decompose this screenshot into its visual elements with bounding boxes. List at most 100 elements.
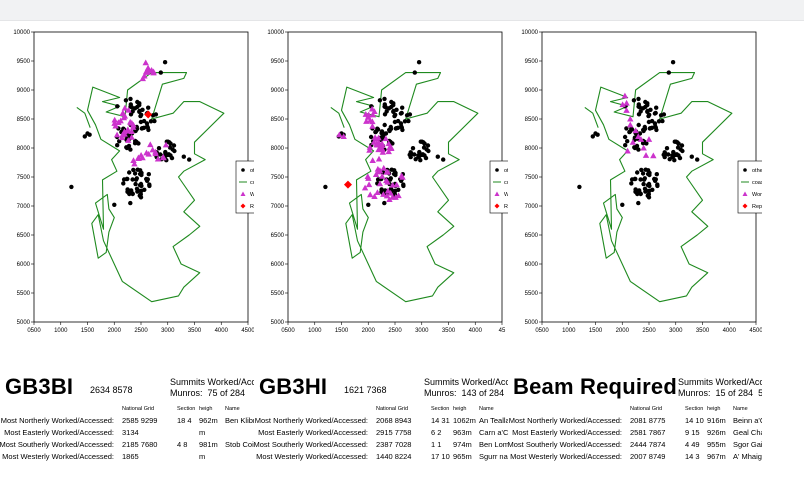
other-top-point — [655, 182, 660, 187]
other-top-point — [666, 70, 671, 75]
extreme-row: Most Southerly Worked/Accessed: 2444 787… — [508, 440, 762, 452]
legend-label: Repeater — [504, 204, 508, 210]
y-tick-label: 5000 — [17, 320, 31, 326]
other-top-point — [156, 146, 162, 151]
other-top-point — [128, 147, 133, 152]
summits-line: Summits Worked/Accessed: — [170, 377, 254, 388]
window-top-bar — [0, 0, 804, 21]
x-tick-label: 3500 — [188, 328, 202, 334]
extreme-row: Most Northerly Worked/Accessed: 2585 929… — [0, 416, 254, 428]
row-name: A' Mhaighdean — [733, 452, 762, 461]
row-section: 4 49 — [685, 440, 700, 449]
worked-top-point — [125, 106, 132, 113]
worked-top-point — [118, 134, 126, 141]
worked-top-point — [388, 145, 395, 151]
other-top-point — [87, 132, 92, 137]
row-height: 1062m — [453, 416, 476, 425]
row-height: 916m — [707, 416, 726, 425]
row-name: Sgurr na — [479, 452, 508, 461]
station-grid-ref: 1621 7368 — [344, 385, 387, 395]
other-top-point — [130, 191, 135, 196]
worked-top-point — [389, 194, 396, 200]
other-top-point — [386, 106, 392, 111]
x-tick-label: 4500 — [241, 328, 254, 334]
x-tick-label: 0500 — [281, 328, 295, 334]
other-top-point — [652, 121, 658, 126]
extreme-row: Most Southerly Worked/Accessed: 2387 702… — [254, 440, 508, 452]
worked-top-point — [367, 117, 374, 123]
other-top-point — [640, 106, 646, 111]
other-top-point — [652, 111, 658, 116]
other-top-point — [368, 134, 374, 140]
other-top-point — [145, 125, 150, 130]
worked-top-point — [386, 196, 393, 203]
station-name: Beam Required — [513, 374, 677, 399]
x-tick-label: 45 — [499, 328, 506, 334]
worked-top-point — [369, 111, 377, 118]
x-tick-label: 2000 — [108, 328, 122, 334]
worked-top-point — [366, 144, 374, 150]
other-top-point — [382, 102, 387, 107]
other-top-point — [409, 151, 414, 157]
row-name: Ben Klibreck — [225, 416, 254, 425]
other-top-point — [137, 171, 143, 177]
x-tick-label: 1500 — [81, 328, 95, 334]
other-top-point — [395, 118, 401, 124]
other-top-point — [112, 202, 117, 207]
worked-top-point — [366, 146, 373, 153]
row-section: 14 10 — [685, 416, 704, 425]
legend-label: coastline — [250, 180, 254, 186]
worked-top-point — [369, 157, 376, 164]
legend-label: coastline — [504, 180, 508, 186]
extreme-row: Most Easterly Worked/Accessed: 3134 m — [0, 428, 254, 440]
row-grid: 1865 — [122, 452, 139, 461]
y-tick-label: 10000 — [267, 30, 284, 36]
col-header-section: Section — [177, 406, 196, 412]
row-label: Most Easterly Worked/Accessed: — [258, 428, 368, 437]
other-top-point — [640, 171, 646, 176]
summary-block: Summits Worked/Acce Munros: 143 of 284 — [424, 377, 508, 399]
y-tick-label: 6500 — [525, 233, 539, 239]
other-top-point — [128, 102, 133, 107]
other-top-point — [134, 186, 140, 191]
row-grid: 2915 7758 — [376, 428, 412, 437]
worked-top-point — [623, 107, 630, 113]
worked-top-point — [389, 181, 396, 188]
worked-top-point — [364, 173, 371, 179]
worked-top-point — [371, 193, 378, 199]
other-top-point — [401, 182, 406, 187]
other-top-point — [623, 143, 628, 148]
row-label: Most Northerly Worked/Accessed: — [0, 416, 114, 425]
worked-top-point — [385, 148, 392, 155]
worked-top-point — [374, 189, 381, 195]
worked-top-point — [142, 68, 150, 75]
row-height: 974m — [453, 440, 472, 449]
worked-top-point — [365, 181, 373, 188]
other-top-point — [636, 200, 641, 206]
worked-top-point — [627, 115, 634, 122]
x-tick-label: 4000 — [215, 328, 229, 334]
worked-top-point — [637, 136, 645, 142]
other-top-point — [382, 200, 387, 206]
other-top-point — [638, 191, 643, 196]
station-grid-ref: 2634 8578 — [90, 385, 133, 395]
munros-percent: 5.2% — [758, 388, 762, 398]
col-header-name: Name — [225, 406, 240, 412]
other-top-point — [115, 104, 120, 109]
row-name: Carn a'Chlamain — [479, 428, 508, 437]
other-top-point — [141, 125, 147, 130]
other-top-point — [171, 143, 177, 148]
row-grid: 3134 — [122, 428, 139, 437]
other-top-point — [646, 113, 651, 119]
row-name: Stob Coire — [225, 440, 254, 449]
row-grid: 2444 7874 — [630, 440, 666, 449]
extreme-row: Most Easterly Worked/Accessed: 2581 7867… — [508, 428, 762, 440]
legend-label: Repeater — [752, 204, 762, 210]
other-top-point — [133, 177, 139, 182]
worked-top-point — [361, 184, 369, 191]
other-top-point — [646, 181, 652, 187]
row-name: Sgor Gaibhre — [733, 440, 762, 449]
island-coastline — [584, 106, 599, 128]
other-top-point — [391, 109, 396, 115]
other-top-point — [577, 184, 582, 190]
